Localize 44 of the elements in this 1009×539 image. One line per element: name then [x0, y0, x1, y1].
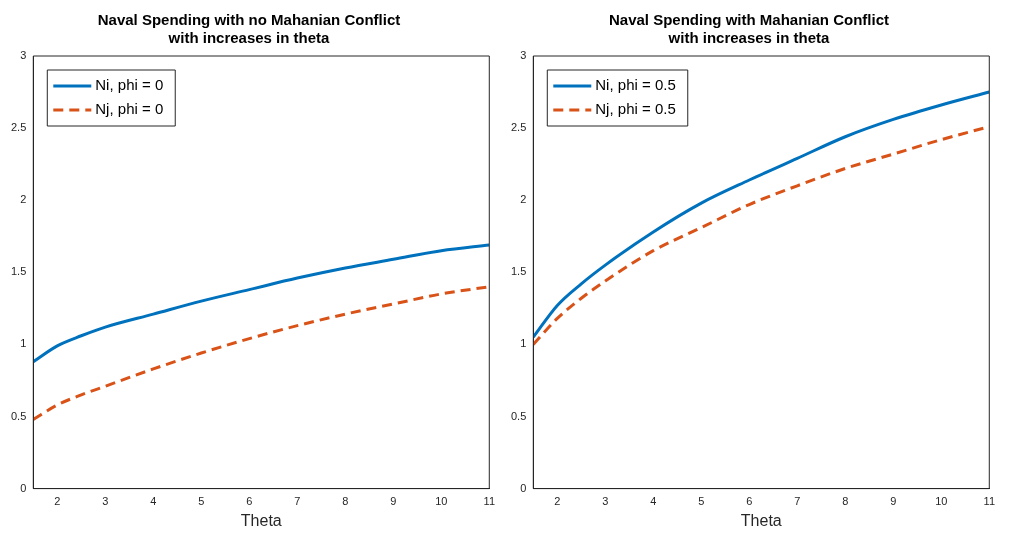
line-series — [33, 285, 490, 421]
y-tick-label: 0 — [20, 481, 27, 494]
y-tick-label: 3 — [20, 49, 27, 62]
x-tick-label: 6 — [246, 495, 253, 508]
x-tick-label: 7 — [794, 495, 801, 508]
x-tick-label: 4 — [650, 495, 657, 508]
y-tick-label: 0 — [520, 481, 527, 494]
x-tick-label: 11 — [983, 495, 995, 508]
y-tick-label: 0.5 — [510, 409, 527, 422]
y-tick-label: 2.5 — [510, 121, 527, 134]
x-tick-label: 5 — [698, 495, 705, 508]
x-tick-label: 5 — [198, 495, 205, 508]
x-tick-label: 4 — [150, 495, 157, 508]
y-tick-label: 1.5 — [510, 265, 527, 278]
x-tick-label: 2 — [554, 495, 561, 508]
y-tick-label: 1 — [20, 337, 27, 350]
x-tick-label: 3 — [102, 495, 109, 508]
legend-label: Nj, phi = 0 — [95, 100, 164, 118]
x-tick-label: 8 — [842, 495, 849, 508]
y-tick-label: 0.5 — [10, 409, 27, 422]
x-tick-label: 8 — [342, 495, 349, 508]
y-tick-label: 2 — [520, 193, 527, 206]
chart-title: Naval Spending with no Mahanian Conflict with increases in theta — [97, 11, 401, 47]
x-tick-label: 10 — [435, 495, 448, 508]
y-tick-label: 2 — [20, 193, 27, 206]
chart-title: Naval Spending with Mahanian Conflict with increases in theta — [608, 11, 890, 47]
x-tick-label: 11 — [483, 495, 495, 508]
x-tick-label: 6 — [746, 495, 753, 508]
x-tick-label: 9 — [390, 495, 397, 508]
x-tick-label: 3 — [602, 495, 609, 508]
y-tick-label: 1 — [520, 337, 527, 350]
legend-label: Nj, phi = 0.5 — [595, 100, 676, 118]
line-series — [33, 243, 490, 364]
x-tick-label: 2 — [54, 495, 61, 508]
y-tick-label: 1.5 — [10, 265, 27, 278]
x-axis-title: Theta — [740, 511, 782, 529]
y-tick-label: 3 — [520, 49, 527, 62]
x-tick-label: 7 — [294, 495, 301, 508]
legend-label: Ni, phi = 0 — [95, 76, 164, 94]
y-tick-label: 2.5 — [10, 121, 27, 134]
x-tick-label: 10 — [935, 495, 948, 508]
x-axis-title: Theta — [240, 511, 282, 529]
x-tick-label: 9 — [890, 495, 897, 508]
legend-label: Ni, phi = 0.5 — [595, 76, 676, 94]
